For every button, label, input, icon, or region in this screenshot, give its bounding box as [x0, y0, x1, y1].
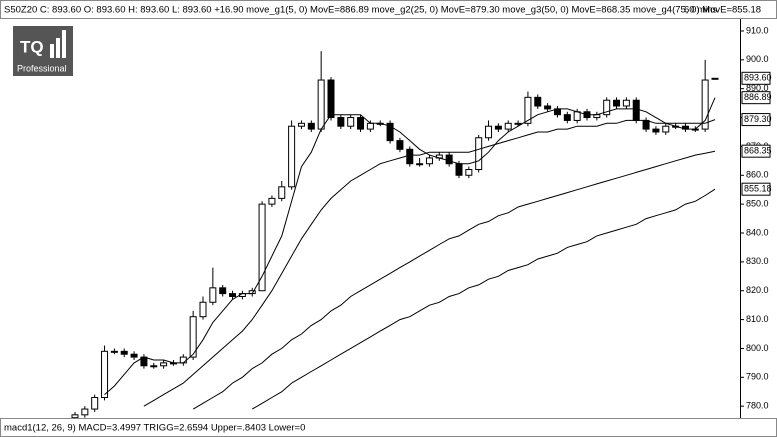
y-tick-label: 890.0 [746, 83, 769, 93]
logo: TQ Professional [13, 26, 73, 76]
candle-body [307, 122, 315, 130]
candle-body [179, 356, 187, 364]
candle-body [603, 99, 611, 116]
candle-body [514, 122, 522, 125]
y-tick-label: 790.0 [746, 372, 769, 382]
chart-title: S50Z20 C: 893.60 O: 893.60 H: 893.60 L: … [4, 5, 761, 16]
candle-body [189, 316, 197, 358]
candle-body [455, 163, 463, 176]
interval: 60 mins [684, 5, 718, 16]
price-tag-label: 879.30 [744, 114, 772, 124]
candle-body [416, 163, 424, 166]
moving-average [104, 97, 716, 395]
candle-body [337, 117, 345, 127]
candle-body [642, 119, 650, 130]
y-tick-label: 910.0 [746, 25, 769, 35]
candle-body [524, 96, 532, 124]
candle-body [445, 154, 453, 165]
candle-body [91, 397, 99, 410]
y-tick-label: 900.0 [746, 54, 769, 64]
candle-body [573, 111, 581, 121]
candle-body [199, 301, 207, 318]
candle-body [544, 105, 552, 110]
candle-body [534, 96, 542, 107]
candle-body [160, 362, 168, 367]
logo-bar [56, 38, 60, 58]
y-tick-label: 780.0 [746, 401, 769, 411]
logo-bar [62, 30, 66, 58]
price-tag-label: 886.89 [744, 92, 772, 102]
candle-body [347, 117, 355, 127]
candle-body [652, 128, 660, 133]
candle-body [386, 122, 394, 142]
candle-body [81, 408, 89, 416]
candle-body [425, 157, 433, 165]
y-tick-label: 820.0 [746, 285, 769, 295]
logo-mark: TQ [20, 37, 44, 56]
moving-average [143, 119, 716, 407]
candle-body [101, 350, 109, 399]
candle-body [504, 122, 512, 130]
y-tick-label: 850.0 [746, 199, 769, 209]
candle-body [632, 99, 640, 121]
price-tag [741, 182, 771, 196]
y-tick-label: 810.0 [746, 314, 769, 324]
candle-body [396, 140, 404, 150]
y-tick-label: 840.0 [746, 227, 769, 237]
y-tick-label: 830.0 [746, 256, 769, 266]
candle-body [406, 148, 414, 165]
candle-body [71, 414, 79, 418]
candle-body [110, 350, 118, 353]
candle-body [327, 79, 335, 119]
candle-body [662, 125, 670, 133]
logo-text: Professional [17, 63, 67, 73]
logo-bar [50, 44, 54, 58]
candle-body [130, 353, 138, 358]
plot [71, 51, 719, 418]
candle-body [258, 203, 266, 292]
candle-body [278, 186, 286, 199]
candle-body [475, 137, 483, 171]
candle-body [268, 197, 276, 205]
candle-body [219, 287, 227, 295]
moving-average [251, 188, 716, 410]
price-tag-label: 893.60 [744, 73, 772, 83]
candle-body [485, 125, 493, 139]
candle-body [150, 365, 158, 368]
candle-body [317, 79, 325, 130]
candle-body [711, 77, 719, 80]
moving-average [192, 150, 716, 410]
y-tick-label: 800.0 [746, 343, 769, 353]
candle-body [288, 125, 296, 188]
lower-panel-label: macd1(12, 26, 9) MACD=3.4997 TRIGG=2.659… [4, 423, 305, 434]
price-tag [741, 113, 771, 127]
candle-body [357, 117, 365, 130]
candle-body [494, 125, 502, 130]
candle-body [613, 99, 621, 107]
candle-body [465, 169, 473, 176]
price-tag-label: 868.35 [744, 146, 772, 156]
price-tag [741, 91, 771, 105]
price-tag [741, 71, 771, 85]
candle-body [229, 293, 237, 297]
y-tick-label: 860.0 [746, 170, 769, 180]
candle-body [563, 114, 571, 121]
candle-body [209, 287, 217, 303]
candle-body [366, 122, 374, 130]
candle-body [701, 79, 709, 130]
candle-body [120, 350, 128, 355]
candle-body [622, 99, 630, 107]
candle-body [297, 122, 305, 127]
price-tag [741, 144, 771, 158]
price-tag-label: 855.18 [744, 184, 772, 194]
